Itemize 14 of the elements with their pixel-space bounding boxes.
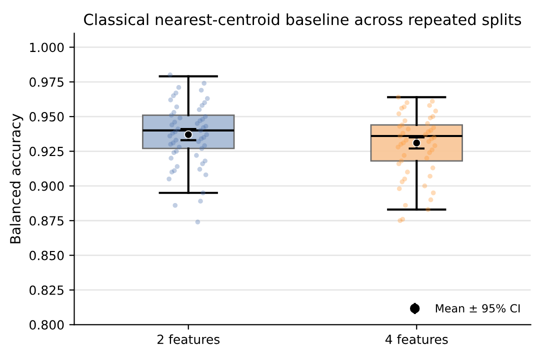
y-tick-label: 0.975 [30, 77, 64, 87]
y-axis-title: Balanced accuracy [10, 114, 24, 244]
y-tick-label: 0.900 [30, 181, 64, 191]
chart-title: Classical nearest-centroid baseline across repeated splits [84, 13, 522, 28]
y-tick-label: 0.875 [30, 216, 64, 226]
y-tick-label: 0.925 [30, 146, 64, 156]
y-tick-label: 0.950 [30, 112, 64, 122]
y-tick-label: 0.800 [30, 320, 64, 330]
y-tick-label: 0.825 [30, 285, 64, 295]
x-tick-label: 2 features [158, 334, 220, 344]
legend-label: Mean ± 95% CI [436, 304, 520, 313]
y-tick-label: 1.000 [30, 42, 64, 52]
x-tick-label: 4 features [385, 334, 448, 344]
y-tick-label: 0.850 [30, 250, 64, 260]
